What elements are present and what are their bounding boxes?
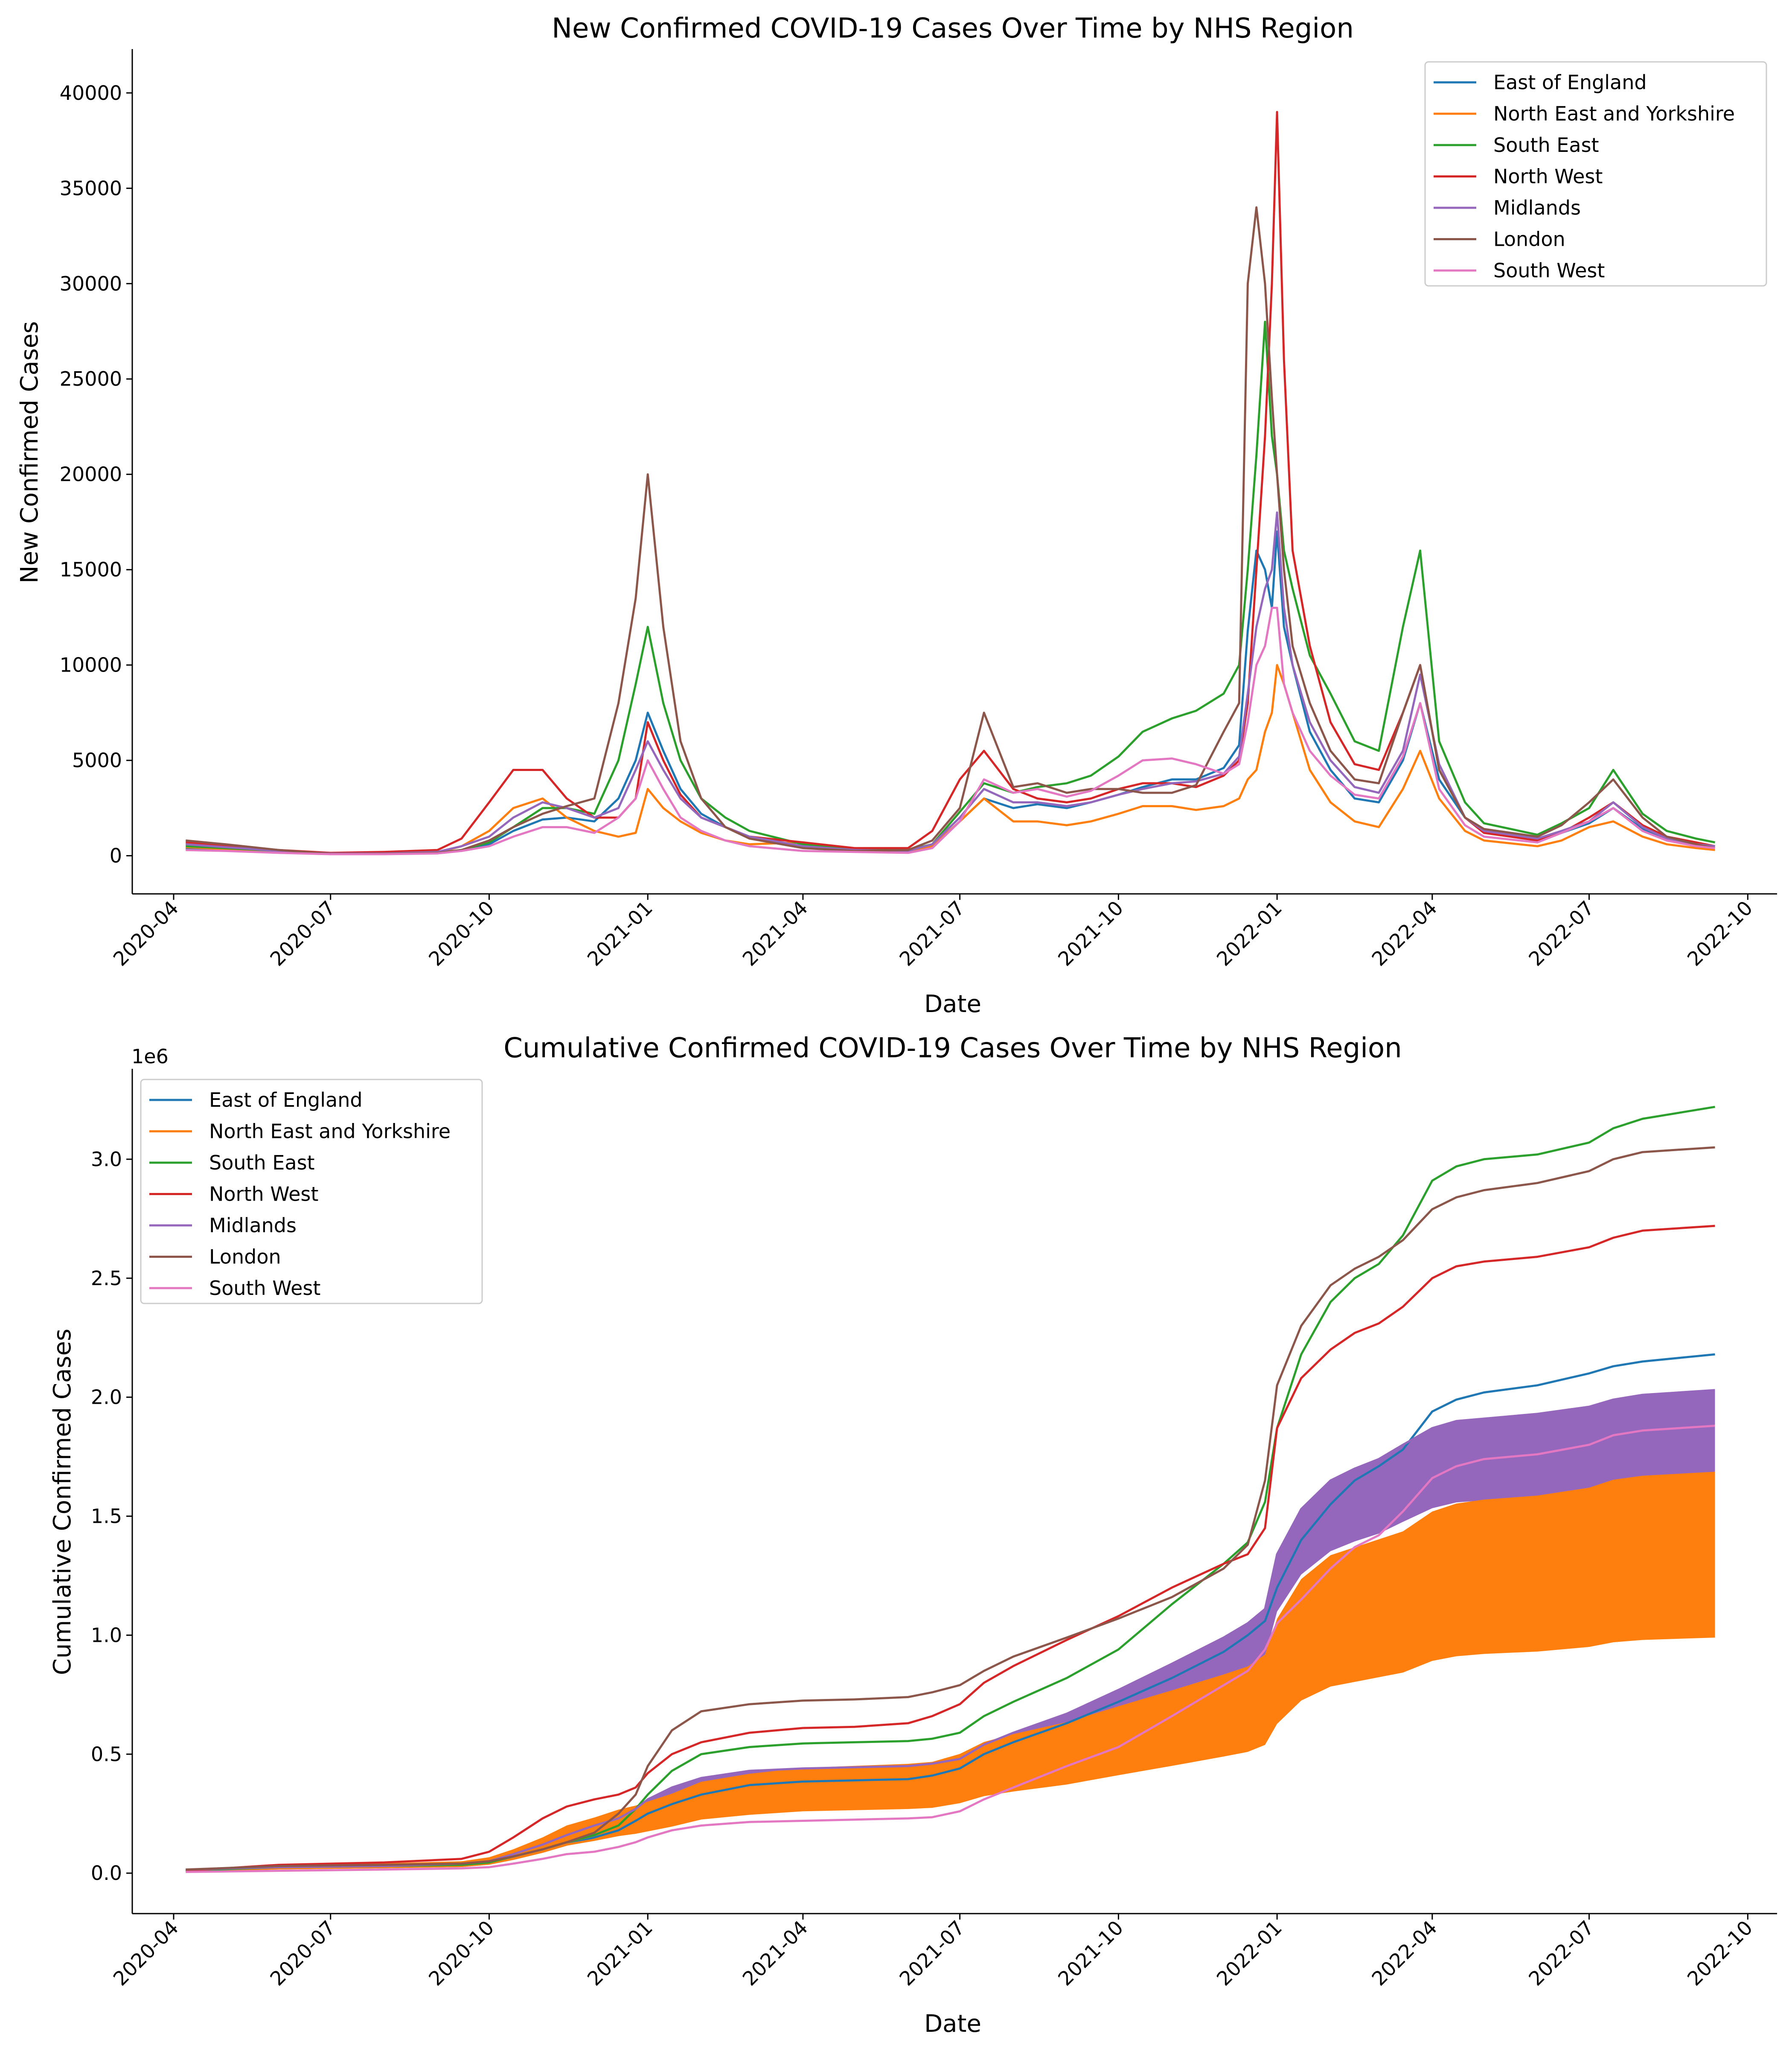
x-tick-label: 2021-01 — [583, 896, 657, 971]
y-tick-label: 3.0 — [91, 1148, 122, 1171]
x-tick-label: 2021-07 — [895, 896, 969, 971]
x-tick-label: 2022-10 — [1683, 896, 1757, 971]
x-tick-label: 2021-10 — [1053, 1916, 1128, 1990]
legend-label: South West — [209, 1277, 320, 1300]
x-tick-label: 2022-04 — [1367, 1916, 1442, 1990]
y-tick-label: 1.5 — [91, 1505, 122, 1528]
x-tick-label: 2021-04 — [738, 896, 812, 971]
y-tick-label: 25000 — [60, 367, 122, 390]
y-tick-label: 20000 — [60, 463, 122, 486]
y-tick-label: 0 — [110, 844, 122, 867]
chart-title: Cumulative Confirmed COVID-19 Cases Over… — [503, 1033, 1402, 1064]
x-tick-label: 2020-07 — [265, 896, 340, 971]
y-tick-label: 2.0 — [91, 1386, 122, 1409]
legend-frame — [140, 1079, 483, 1304]
x-tick-label: 2021-01 — [583, 1916, 657, 1990]
y-tick-label: 2.5 — [91, 1267, 122, 1290]
y-tick-label: 30000 — [60, 272, 122, 295]
series-line-london — [186, 1146, 1715, 1871]
x-tick-label: 2022-04 — [1367, 896, 1442, 971]
legend-frame — [1424, 61, 1767, 287]
series-line-south-west — [186, 1425, 1715, 1873]
legend-label: East of England — [209, 1088, 363, 1111]
legend-label: South West — [1493, 259, 1605, 282]
series-line-east-of-england — [186, 530, 1715, 855]
series-line-midlands — [186, 511, 1715, 855]
x-tick-label: 2020-07 — [265, 1916, 340, 1990]
y-axis-label: Cumulative Confirmed Cases — [49, 1329, 76, 1675]
series-line-london — [186, 206, 1715, 855]
x-tick-label: 2021-07 — [895, 1916, 969, 1990]
x-tick-label: 2022-01 — [1212, 896, 1286, 971]
x-axis-label: Date — [924, 990, 981, 1018]
legend-label: North East and Yorkshire — [209, 1120, 451, 1143]
y-tick-label: 5000 — [72, 749, 122, 772]
legend-label: North West — [1493, 165, 1603, 188]
legend-label: Midlands — [209, 1214, 297, 1237]
y-tick-label: 0.5 — [91, 1743, 122, 1766]
y-tick-label: 10000 — [60, 654, 122, 677]
legend: East of England North East and Yorkshire S… — [1424, 61, 1767, 287]
y-axis-label: New Confirmed Cases — [16, 321, 44, 584]
y-tick-label: 40000 — [60, 81, 122, 105]
y-tick-label: 1.0 — [91, 1623, 122, 1647]
band-midlands — [186, 1390, 1715, 1871]
band-north-east-and-yorkshire-upper — [186, 1472, 1715, 1871]
series-line-north-west — [186, 1225, 1715, 1872]
y-tick-label: 0.0 — [91, 1862, 122, 1885]
legend-label: London — [209, 1245, 281, 1268]
y-tick-label: 15000 — [60, 558, 122, 581]
legend-label: Midlands — [1493, 196, 1581, 219]
x-tick-label: 2020-04 — [109, 896, 183, 971]
series-line-south-east — [186, 320, 1715, 855]
y-offset-label: 1e6 — [131, 1045, 169, 1068]
x-tick-label: 2021-10 — [1053, 896, 1128, 971]
legend: East of England North East and Yorkshire S… — [140, 1079, 483, 1304]
series-line-midlands — [186, 1389, 1715, 1871]
legend-label: South East — [1493, 134, 1599, 157]
x-tick-label: 2020-10 — [424, 1916, 498, 1990]
x-tick-label: 2022-01 — [1212, 1916, 1286, 1990]
y-tick-label: 35000 — [60, 177, 122, 200]
series-line-south-west — [186, 607, 1715, 855]
x-tick-label: 2021-04 — [738, 1916, 812, 1990]
series-line-north-east-and-yorkshire — [186, 664, 1715, 855]
cumulative-cases-chart: Cumulative Confirmed COVID-19 Cases Over… — [49, 1033, 1777, 2038]
series-line-north-east-and-yorkshire — [186, 1632, 1715, 1872]
x-tick-label: 2020-10 — [424, 896, 498, 971]
legend-label: East of England — [1493, 71, 1647, 94]
band-north-east-and-yorkshire — [186, 1632, 1715, 1871]
chart-title: New Confirmed COVID-19 Cases Over Time b… — [552, 13, 1354, 44]
x-axis-label: Date — [924, 2010, 981, 2038]
legend-label: London — [1493, 228, 1565, 251]
x-tick-label: 2022-07 — [1524, 896, 1598, 971]
legend-label: North West — [209, 1183, 318, 1206]
x-tick-label: 2020-04 — [109, 1916, 183, 1990]
new-cases-chart: New Confirmed COVID-19 Cases Over Time b… — [16, 13, 1777, 1018]
x-tick-label: 2022-07 — [1524, 1916, 1598, 1990]
x-tick-label: 2022-10 — [1683, 1916, 1757, 1990]
legend-label: North East and Yorkshire — [1493, 102, 1735, 125]
legend-label: South East — [209, 1151, 315, 1174]
